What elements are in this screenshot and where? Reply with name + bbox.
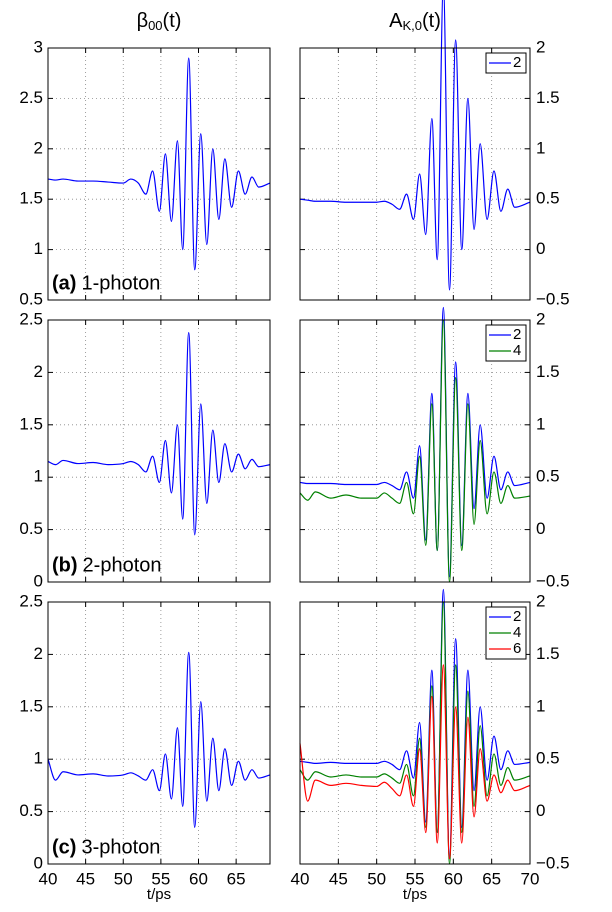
y-tick-label: 2 [536, 37, 545, 56]
title-after: (t) [163, 10, 182, 32]
x-tick-label: 60 [444, 869, 463, 888]
panel-label: (a) [52, 272, 76, 294]
y-tick-label: 1.5 [19, 696, 43, 715]
axes-frame [47, 601, 271, 865]
y-tick-label: 1 [34, 239, 43, 258]
title-sub: 00 [148, 18, 162, 33]
x-tick-label: 45 [76, 869, 95, 888]
y-tick-label: −0.5 [536, 853, 570, 872]
panel-label: (b) [52, 554, 78, 576]
panel: −0.5 0 0.5 1 1.5 2 AK,0(t) 2 [299, 0, 570, 308]
panel: 0 0.5 1 1.5 2 2.5 (b) 2-photon [19, 309, 271, 590]
y-tick-label: 0.5 [536, 749, 560, 768]
data-line [47, 651, 271, 828]
panel-annotation: 2-photon [83, 554, 162, 576]
y-tick-label: 1 [34, 467, 43, 486]
axes-frame [299, 601, 531, 865]
panel-annotation: 1-photon [81, 272, 160, 294]
y-tick-label: 0 [34, 853, 43, 872]
y-tick-label: 3 [34, 37, 43, 56]
x-tick-label: 45 [329, 869, 348, 888]
x-tick-label: 55 [151, 869, 170, 888]
y-tick-label: 0 [536, 239, 545, 258]
x-tick-label: 70 [521, 869, 540, 888]
y-tick-label: 2 [536, 309, 545, 328]
title-main: β [137, 10, 149, 32]
legend-label: 2 [513, 326, 521, 343]
y-tick-label: 0.5 [19, 801, 43, 820]
y-tick-label: 2 [34, 362, 43, 381]
panel: 40 45 50 55 60 65 0 0.5 1 1.5 2 2.5 (c) 3-photon t/ps [19, 591, 271, 903]
panel-annotation: 3-photon [81, 836, 160, 858]
x-tick-label: 50 [114, 869, 133, 888]
y-tick-label: 2.5 [19, 88, 43, 107]
data-line [299, 664, 531, 860]
data-line [299, 319, 531, 583]
title-sub: K,0 [402, 18, 422, 33]
y-tick-label: 2 [34, 644, 43, 663]
x-tick-label: 40 [39, 869, 58, 888]
y-tick-label: 0.5 [536, 467, 560, 486]
data-line [47, 331, 271, 536]
y-tick-label: −0.5 [536, 571, 570, 590]
y-tick-label: 2.5 [19, 309, 43, 328]
panel-title: β00(t) [137, 10, 182, 33]
y-tick-label: 0.5 [19, 289, 43, 308]
x-tick-label: 65 [227, 869, 246, 888]
axes-frame [299, 47, 531, 301]
y-tick-label: 0 [536, 801, 545, 820]
y-tick-label: 2 [536, 591, 545, 610]
title-after: (t) [422, 10, 441, 32]
y-tick-label: 2 [34, 138, 43, 157]
legend-label: 4 [513, 342, 521, 359]
y-tick-label: 1.5 [536, 88, 560, 107]
y-tick-label: −0.5 [536, 289, 570, 308]
y-tick-label: 0 [536, 519, 545, 538]
legend-label: 4 [513, 624, 521, 641]
y-tick-label: 0.5 [536, 189, 560, 208]
y-tick-label: 1 [536, 696, 545, 715]
data-line [47, 57, 271, 271]
y-tick-label: 1 [34, 749, 43, 768]
legend-box [485, 324, 527, 362]
panel: 0.5 1 1.5 2 2.5 3 β00(t) (a) 1-photon [19, 10, 271, 308]
panel: −0.5 0 0.5 1 1.5 224 [299, 306, 570, 590]
x-axis-label: t/ps [147, 886, 171, 903]
panel-title: AK,0(t) [389, 10, 441, 33]
y-tick-label: 1.5 [536, 362, 560, 381]
y-tick-label: 1.5 [19, 414, 43, 433]
data-line [299, 0, 531, 291]
axes-frame [47, 319, 271, 583]
title-main: A [389, 10, 403, 32]
x-tick-label: 40 [291, 869, 310, 888]
y-tick-label: 2.5 [19, 591, 43, 610]
panel: 40 45 50 55 60 65 70−0.5 0 0.5 1 1.5 2 t/ps 246 [291, 588, 570, 903]
axes-frame [299, 319, 531, 583]
y-tick-label: 1 [536, 414, 545, 433]
x-axis-label: t/ps [403, 886, 427, 903]
panel-label: (c) [52, 836, 76, 858]
legend-label: 2 [513, 54, 521, 71]
y-tick-label: 0.5 [19, 519, 43, 538]
y-tick-label: 1 [536, 138, 545, 157]
y-tick-label: 1.5 [536, 644, 560, 663]
x-tick-label: 60 [189, 869, 208, 888]
x-tick-label: 50 [367, 869, 386, 888]
legend-label: 2 [513, 608, 521, 625]
x-tick-label: 65 [482, 869, 501, 888]
legend-label: 6 [513, 640, 521, 657]
y-tick-label: 1.5 [19, 189, 43, 208]
y-tick-label: 0 [34, 571, 43, 590]
x-tick-label: 55 [406, 869, 425, 888]
axes-frame [47, 47, 271, 301]
